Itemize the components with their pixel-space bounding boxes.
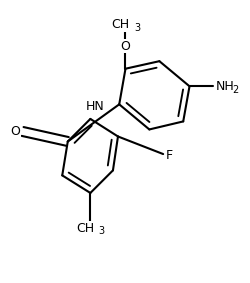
Text: F: F [165,149,172,162]
Text: NH: NH [214,80,233,93]
Text: CH: CH [111,18,129,31]
Text: 3: 3 [134,23,140,33]
Text: CH: CH [76,222,94,235]
Text: O: O [10,125,20,138]
Text: O: O [120,40,130,53]
Text: 2: 2 [232,85,238,95]
Text: HN: HN [86,100,104,113]
Text: 3: 3 [98,226,104,236]
